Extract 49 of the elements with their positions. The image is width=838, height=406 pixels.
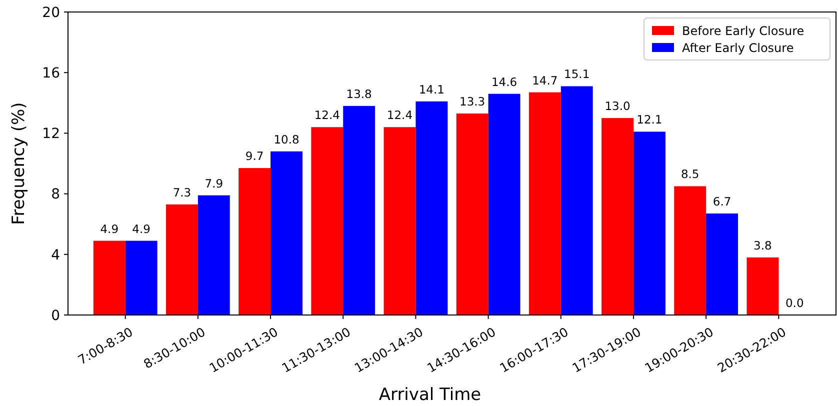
bar bbox=[198, 195, 230, 315]
data-label: 9.7 bbox=[245, 149, 264, 164]
y-axis-title: Frequency (%) bbox=[9, 102, 29, 225]
bar bbox=[746, 257, 779, 315]
data-label: 6.7 bbox=[712, 194, 732, 208]
data-label: 7.9 bbox=[204, 176, 224, 190]
bar bbox=[343, 106, 376, 315]
data-label: 15.1 bbox=[564, 67, 590, 82]
bar bbox=[125, 240, 158, 315]
data-label: 12.4 bbox=[386, 108, 413, 122]
data-label: 4.9 bbox=[100, 222, 119, 236]
bar bbox=[488, 94, 520, 315]
bar bbox=[528, 92, 561, 315]
data-label: 3.8 bbox=[754, 238, 772, 252]
data-label: 13.3 bbox=[460, 94, 486, 109]
bar bbox=[311, 127, 344, 315]
y-tick-label: 12 bbox=[42, 126, 60, 142]
y-tick-label: 8 bbox=[51, 186, 60, 203]
data-label: 12.4 bbox=[314, 108, 340, 122]
data-label: 13.8 bbox=[346, 86, 372, 101]
bar bbox=[416, 101, 448, 315]
data-label: 14.6 bbox=[491, 74, 518, 89]
data-label: 13.0 bbox=[604, 99, 630, 114]
bar bbox=[674, 186, 706, 315]
data-label: 14.7 bbox=[532, 73, 558, 88]
x-axis-title: Arrival Time bbox=[378, 385, 482, 405]
bar bbox=[706, 213, 738, 315]
y-tick-label: 4 bbox=[51, 247, 60, 264]
data-label: 8.5 bbox=[680, 167, 700, 182]
bar bbox=[166, 204, 198, 315]
bar bbox=[633, 132, 666, 315]
bar bbox=[270, 151, 302, 315]
bar bbox=[602, 118, 634, 315]
bar bbox=[560, 86, 593, 315]
data-label: 10.8 bbox=[274, 132, 300, 146]
data-label: 0.0 bbox=[785, 296, 804, 310]
bar bbox=[384, 127, 416, 315]
bar bbox=[456, 114, 488, 315]
data-label: 12.1 bbox=[636, 112, 662, 127]
bar bbox=[238, 168, 271, 315]
data-label: 7.3 bbox=[172, 185, 192, 200]
legend-label: After Early Closure bbox=[682, 41, 794, 56]
data-label: 14.1 bbox=[418, 82, 444, 96]
y-tick-label: 16 bbox=[42, 66, 60, 82]
bar bbox=[93, 240, 126, 315]
y-tick-label: 0 bbox=[51, 308, 60, 324]
data-label: 4.9 bbox=[132, 222, 150, 236]
y-tick-label: 20 bbox=[42, 4, 60, 21]
legend-label: Before Early Closure bbox=[682, 24, 804, 38]
